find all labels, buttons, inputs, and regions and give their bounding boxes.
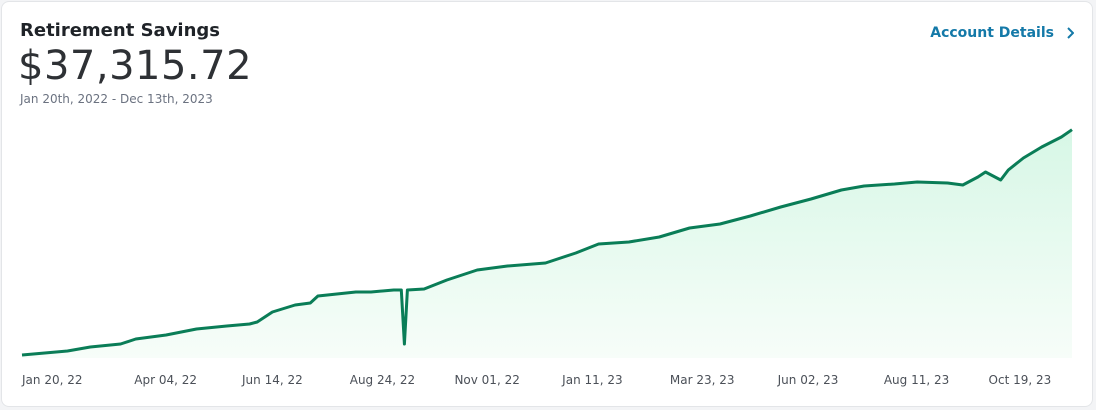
x-tick-label: Oct 19, 23 [989, 373, 1052, 387]
balance: $37,315.72 [18, 43, 253, 89]
chevron-icon[interactable] [1066, 27, 1074, 39]
account-details-link[interactable]: Account Details [930, 25, 1074, 41]
x-tick-label: Aug 24, 22 [350, 373, 415, 387]
date-range: Jan 20th, 2022 - Dec 13th, 2023 [20, 92, 213, 106]
x-tick-label: Jan 11, 23 [561, 373, 622, 387]
area-fill [22, 129, 1072, 358]
x-tick-label: Jan 20, 22 [21, 373, 82, 387]
x-tick-label: Aug 11, 23 [884, 373, 949, 387]
x-tick-label: Mar 23, 23 [670, 373, 735, 387]
x-tick-label: Apr 04, 22 [134, 373, 197, 387]
x-tick-label: Jun 02, 23 [777, 373, 839, 387]
x-tick-label: Jun 14, 22 [241, 373, 303, 387]
balance-line [21, 128, 1073, 357]
card-title: Retirement Savings [20, 20, 221, 41]
x-tick-label: Nov 01, 22 [454, 373, 519, 387]
link-text[interactable]: Account Details [930, 25, 1054, 41]
